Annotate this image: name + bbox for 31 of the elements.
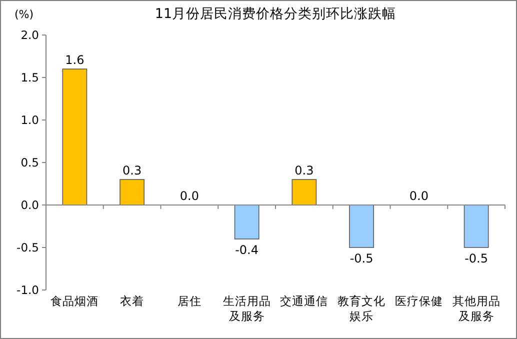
y-axis-title: (%) — [14, 8, 34, 21]
data-label: -0.5 — [350, 252, 374, 266]
bar — [464, 204, 489, 248]
x-tick-label: 食品烟酒 — [50, 294, 99, 308]
y-tick-label: 2.0 — [20, 28, 39, 42]
data-label: 0.3 — [122, 164, 142, 178]
y-tick-label: 1.5 — [20, 70, 39, 84]
y-tick-label: -1.0 — [16, 283, 39, 297]
x-tick-label: 医疗保健 — [394, 294, 443, 308]
bar — [234, 204, 260, 240]
y-tick-label: 0.0 — [20, 198, 39, 212]
bar — [349, 204, 374, 248]
bar — [62, 68, 88, 206]
x-tick-label: 衣着 — [120, 294, 144, 308]
data-label: -0.5 — [464, 252, 488, 266]
x-tick-label: 交通通信 — [280, 294, 328, 308]
y-tick-label: 1.0 — [20, 113, 39, 127]
bar — [120, 179, 145, 206]
data-label: 0.3 — [294, 164, 314, 178]
y-tick-label: -0.5 — [16, 240, 39, 254]
x-tick-label: 教育文化娱乐 — [338, 294, 386, 323]
x-tick-label: 其他用品及服务 — [452, 294, 500, 323]
bar — [292, 179, 317, 206]
data-label: -0.4 — [235, 243, 259, 257]
data-label: 1.6 — [65, 53, 84, 67]
x-tick-label: 居住 — [177, 294, 202, 308]
chart-title: 11月份居民消费价格分类别环比涨跌幅 — [154, 6, 396, 22]
x-tick-label: 生活用品及服务 — [222, 294, 271, 323]
data-label: 0.0 — [409, 189, 428, 203]
y-tick-label: 0.5 — [20, 156, 39, 170]
data-label: 0.0 — [180, 189, 199, 203]
